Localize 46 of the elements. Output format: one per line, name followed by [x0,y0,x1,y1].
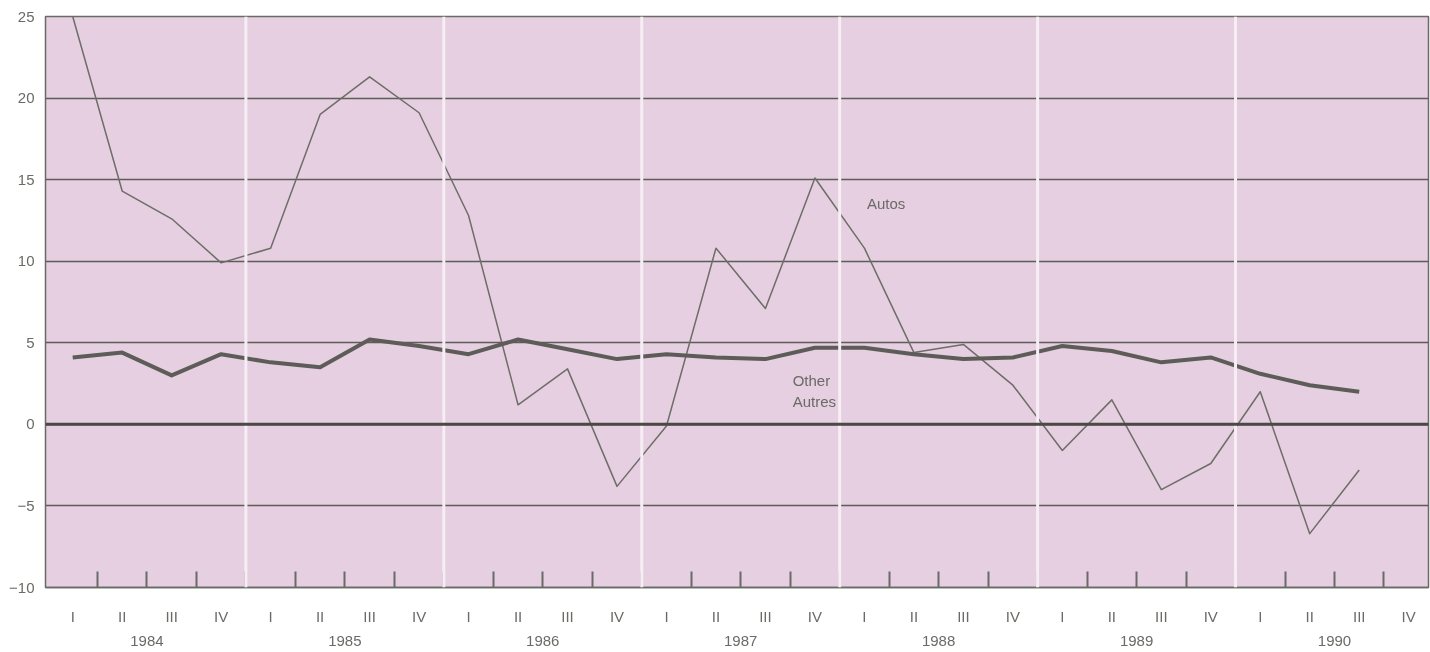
y-tick-label: 20 [17,89,35,107]
y-tick-label: −10 [9,578,35,596]
x-tick-label: IV [1401,607,1416,625]
x-tick-label: II [1107,607,1116,625]
x-tick-label: III [759,607,772,625]
x-tick-label: I [1060,607,1065,625]
x-tick-label: III [1352,607,1366,625]
x-tick-label: IV [609,607,625,625]
x-tick-label: I [862,607,867,625]
x-tick-label: II [315,607,325,625]
x-tick-label: I [466,607,471,625]
x-tick-label: IV [1005,607,1020,625]
x-tick-label: I [268,607,273,625]
y-tick-label: 15 [17,170,35,188]
y-tick-label: 0 [26,415,35,433]
series-label: Autos [866,195,906,213]
x-tick-label: III [561,607,574,625]
text: 1985 [328,631,362,649]
text: 1987 [724,631,758,649]
text: 1986 [526,631,560,649]
series-label: Other Autres [792,372,837,410]
text: 1988 [921,631,956,649]
x-tick-label: IV [214,607,229,625]
text: 1989 [1119,631,1154,649]
x-tick-label: II [711,607,721,625]
x-tick-label: III [957,607,970,625]
x-tick-label: II [1305,607,1314,625]
x-tick-label: IV [1203,607,1218,625]
y-tick-label: 25 [17,7,35,25]
text: 1984 [130,631,164,649]
x-tick-label: III [165,607,178,625]
y-tick-label: 10 [17,252,35,270]
x-tick-label: I [70,607,75,625]
x-tick-label: III [1155,607,1168,625]
x-tick-label: III [363,607,376,625]
x-tick-label: IV [412,607,427,625]
y-tick-label: −5 [17,496,35,514]
line-series [70,337,1362,394]
x-tick-label: I [1258,607,1263,625]
x-tick-label: II [118,607,127,625]
x-tick-label: I [664,607,669,625]
x-tick-label: IV [807,607,823,625]
text: 1990 [1317,631,1352,649]
y-tick-label: 5 [26,333,35,351]
x-tick-label: II [513,607,523,625]
x-tick-label: II [909,607,919,625]
